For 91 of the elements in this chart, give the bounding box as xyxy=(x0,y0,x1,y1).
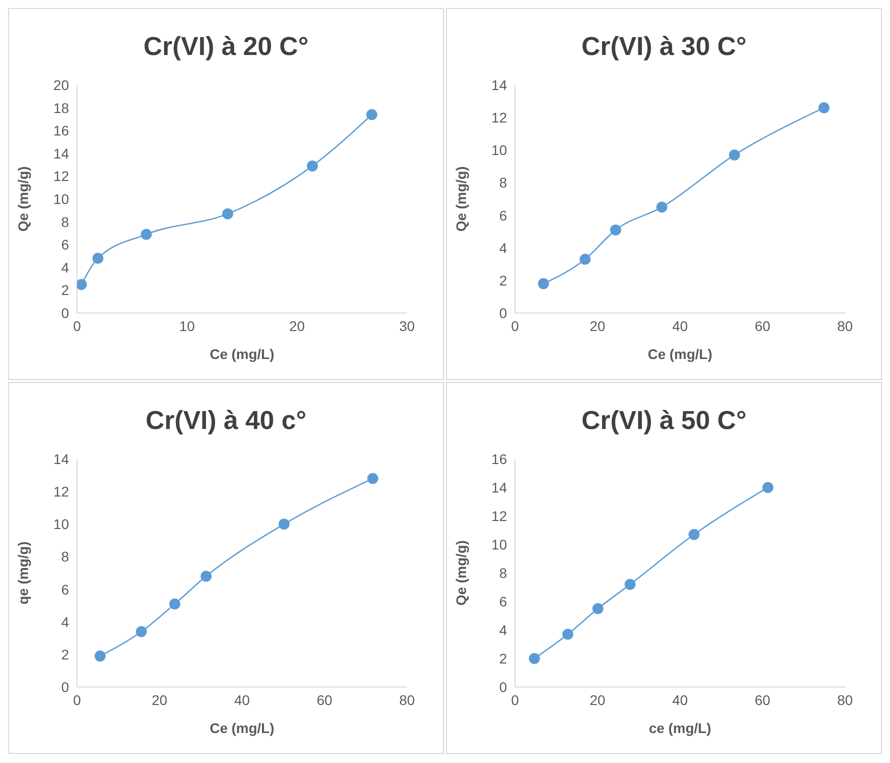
point xyxy=(136,626,147,638)
y-tick-label: 8 xyxy=(499,564,508,581)
y-tick-label: 12 xyxy=(53,484,70,500)
y-tick-label: 4 xyxy=(61,259,70,276)
point xyxy=(728,150,740,161)
y-tick-label: 2 xyxy=(499,272,508,288)
y-tick-label: 10 xyxy=(491,536,508,552)
y-tick-label: 2 xyxy=(61,646,70,662)
x-tick-label: 60 xyxy=(754,692,770,708)
x-tick-label: 20 xyxy=(590,692,606,708)
x-tick-label: 40 xyxy=(672,692,688,708)
point xyxy=(762,482,774,493)
y-tick-label: 18 xyxy=(53,100,70,116)
point xyxy=(306,160,318,172)
point xyxy=(624,578,636,590)
y-tick-label: 14 xyxy=(491,76,508,93)
chart-title: Cr(VI) à 20 C° xyxy=(142,31,310,63)
y-tick-label: 2 xyxy=(499,650,508,666)
y-tick-label: 4 xyxy=(499,240,508,256)
y-tick-label: 6 xyxy=(61,236,70,253)
x-tick-label: 40 xyxy=(672,318,688,334)
x-tick-label: 80 xyxy=(837,318,853,334)
x-axis-title: ce (mg/L) xyxy=(648,720,712,736)
x-tick-label: 20 xyxy=(289,318,305,334)
point xyxy=(538,278,549,290)
y-tick-label: 2 xyxy=(61,282,70,298)
y-tick-label: 8 xyxy=(61,214,70,230)
point xyxy=(688,529,700,540)
y-axis-title: Qe (mg/g) xyxy=(452,166,469,232)
x-tick-label: 80 xyxy=(399,692,415,708)
y-tick-label: 12 xyxy=(53,168,70,184)
x-tick-label: 80 xyxy=(837,692,853,708)
x-tick-label: 0 xyxy=(73,318,82,334)
x-tick-label: 20 xyxy=(152,692,168,708)
x-tick-label: 60 xyxy=(754,318,770,334)
y-tick-label: 12 xyxy=(491,110,508,126)
point xyxy=(580,254,591,265)
y-tick-label: 14 xyxy=(53,145,70,162)
y-tick-label: 16 xyxy=(53,122,70,139)
x-tick-label: 0 xyxy=(73,692,82,708)
point xyxy=(610,224,622,236)
y-tick-label: 10 xyxy=(491,142,508,158)
x-tick-label: 40 xyxy=(234,692,250,708)
x-tick-label: 30 xyxy=(399,318,415,334)
point xyxy=(818,102,830,114)
y-axis-title: Qe (mg/g) xyxy=(14,166,31,232)
y-tick-label: 8 xyxy=(499,174,508,191)
chart-title: Cr(VI) à 40 c° xyxy=(144,405,308,437)
chart-title: Cr(VI) à 50 C° xyxy=(580,405,748,437)
point xyxy=(92,252,104,264)
y-tick-label: 0 xyxy=(61,678,70,695)
y-tick-label: 14 xyxy=(491,479,508,496)
point xyxy=(528,653,540,664)
point xyxy=(592,603,604,614)
y-tick-label: 10 xyxy=(53,190,70,207)
point xyxy=(169,598,180,610)
point xyxy=(140,228,152,240)
y-tick-label: 16 xyxy=(491,450,508,467)
point xyxy=(278,518,290,530)
y-axis-title: qe (mg/g) xyxy=(14,542,31,604)
chart-title: Cr(VI) à 30 C° xyxy=(580,31,748,63)
y-tick-label: 0 xyxy=(499,304,508,321)
y-tick-label: 20 xyxy=(53,76,70,93)
x-tick-label: 10 xyxy=(179,318,195,334)
y-tick-label: 10 xyxy=(53,516,70,532)
y-tick-label: 6 xyxy=(61,581,70,598)
y-tick-label: 12 xyxy=(491,508,508,524)
x-tick-label: 60 xyxy=(316,692,332,708)
y-tick-label: 0 xyxy=(61,304,70,321)
x-tick-label: 0 xyxy=(511,692,520,708)
point xyxy=(222,208,234,220)
y-tick-label: 8 xyxy=(61,548,70,565)
x-tick-label: 20 xyxy=(590,318,606,334)
point xyxy=(562,628,574,640)
y-tick-label: 14 xyxy=(53,450,70,467)
x-axis-title: Ce (mg/L) xyxy=(648,346,712,362)
point xyxy=(200,570,212,582)
point xyxy=(656,202,668,213)
y-tick-label: 4 xyxy=(61,614,70,630)
x-axis-title: Ce (mg/L) xyxy=(210,346,274,362)
point xyxy=(366,109,378,120)
point xyxy=(367,473,378,484)
y-tick-label: 4 xyxy=(499,622,508,638)
point xyxy=(94,650,106,662)
y-tick-label: 6 xyxy=(499,207,508,224)
point xyxy=(77,279,87,290)
y-tick-label: 6 xyxy=(499,593,508,610)
y-tick-label: 0 xyxy=(499,678,508,695)
x-tick-label: 0 xyxy=(511,318,520,334)
x-axis-title: Ce (mg/L) xyxy=(210,720,274,736)
y-axis-title: Qe (mg/g) xyxy=(452,540,469,606)
